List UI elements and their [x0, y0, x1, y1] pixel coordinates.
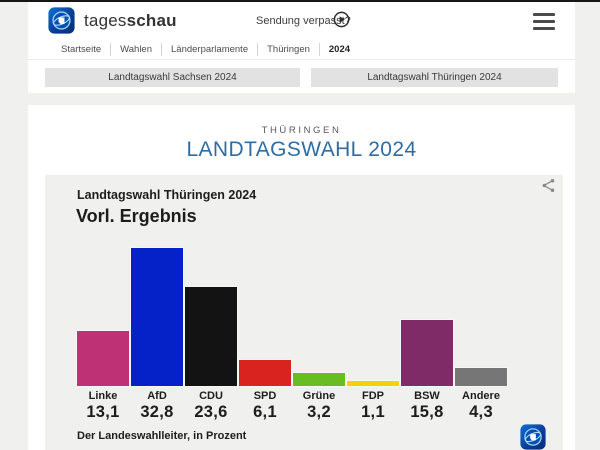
- tab-landtagswahl-sachsen[interactable]: Landtagswahl Sachsen 2024: [45, 68, 300, 87]
- breadcrumb-2024[interactable]: 2024: [328, 44, 351, 55]
- logo-row: tagesschau Sendung verpasst?: [28, 2, 575, 40]
- header-divider: [28, 59, 575, 60]
- tagesschau-logo-icon[interactable]: [48, 7, 75, 34]
- results-chart-card: Landtagswahl Thüringen 2024 Vorl. Ergebn…: [45, 175, 563, 450]
- bar-bsw: [401, 320, 453, 386]
- breadcrumb: Startseite Wahlen Länderparlamente Thüri…: [52, 42, 359, 57]
- share-icon[interactable]: [541, 178, 556, 193]
- chart-title: Landtagswahl Thüringen 2024: [77, 188, 257, 202]
- value-label: 6,1: [253, 403, 277, 421]
- tagesschau-logo-icon: [520, 424, 546, 450]
- bar-cdu: [185, 287, 237, 386]
- hamburger-menu-icon[interactable]: [533, 13, 555, 30]
- bar-afd: [131, 248, 183, 386]
- category-label: CDU: [199, 390, 223, 402]
- value-label: 23,6: [194, 403, 228, 421]
- window-top-border: [0, 0, 600, 2]
- bar-andere: [455, 368, 507, 386]
- breadcrumb-laenderparlamente[interactable]: Länderparlamente: [171, 44, 249, 55]
- play-icon[interactable]: [333, 11, 350, 28]
- main-content: THÜRINGEN LANDTAGSWAHL 2024 Landtagswahl…: [28, 105, 575, 450]
- chart-subtitle: Vorl. Ergebnis: [76, 206, 197, 226]
- chart-source: Der Landeswahlleiter, in Prozent: [77, 430, 247, 442]
- bar-spd: [239, 360, 291, 386]
- tab-landtagswahl-thueringen[interactable]: Landtagswahl Thüringen 2024: [311, 68, 558, 87]
- value-label: 3,2: [307, 403, 331, 421]
- value-label: 15,8: [410, 403, 444, 421]
- breadcrumb-startseite[interactable]: Startseite: [61, 44, 102, 55]
- brand-wordmark[interactable]: tagesschau: [84, 11, 177, 30]
- value-label: 13,1: [86, 403, 120, 421]
- value-label: 4,3: [469, 403, 493, 421]
- bar-fdp: [347, 381, 399, 386]
- region-kicker: THÜRINGEN: [261, 125, 342, 136]
- breadcrumb-divider: [110, 43, 112, 56]
- category-label: Andere: [462, 390, 500, 402]
- category-label: BSW: [414, 390, 440, 402]
- category-label: AfD: [147, 390, 167, 402]
- breadcrumb-wahlen[interactable]: Wahlen: [120, 44, 152, 55]
- site-header: tagesschau Sendung verpasst? Startseite …: [28, 2, 575, 93]
- bar-linke: [77, 331, 129, 386]
- breadcrumb-divider: [318, 43, 320, 56]
- sendung-verpasst-link[interactable]: Sendung verpasst?: [256, 15, 351, 27]
- breadcrumb-thueringen[interactable]: Thüringen: [267, 44, 310, 55]
- category-label: Linke: [88, 390, 118, 402]
- value-labels: 13,1 32,8 23,6 6,1 3,2 1,1 15,8 4,3: [77, 403, 507, 422]
- breadcrumb-divider: [161, 43, 162, 56]
- election-tabs: Landtagswahl Sachsen 2024 Landtagswahl T…: [28, 68, 575, 88]
- category-label: FDP: [362, 390, 384, 402]
- bars: [77, 248, 507, 386]
- category-labels: Linke AfD CDU SPD Grüne FDP BSW Andere: [77, 390, 507, 402]
- bar-grüne: [293, 373, 345, 386]
- category-label: Grüne: [302, 390, 336, 402]
- page-title: LANDTAGSWAHL 2024: [186, 138, 417, 161]
- category-label: SPD: [253, 390, 277, 402]
- breadcrumb-divider: [257, 43, 259, 56]
- value-label: 32,8: [140, 403, 174, 421]
- value-label: 1,1: [361, 403, 385, 421]
